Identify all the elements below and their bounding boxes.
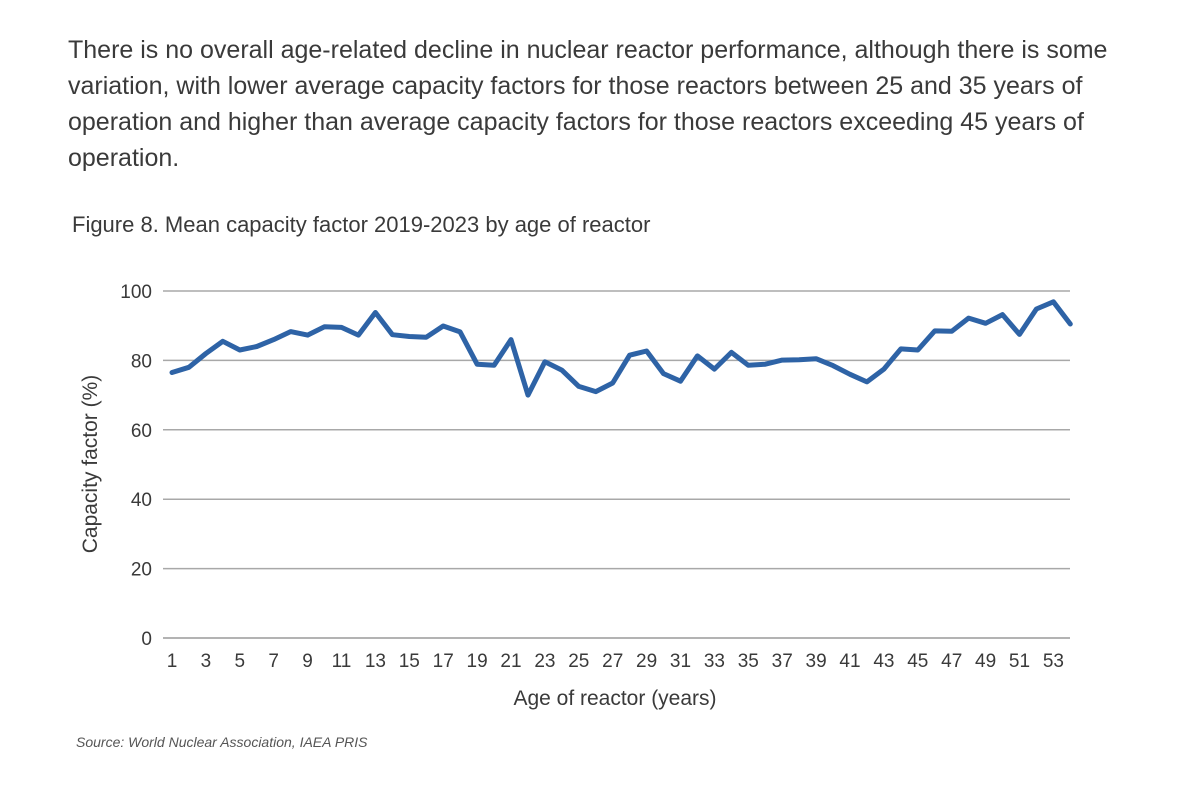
x-tick-label: 35: [738, 651, 759, 672]
series-layer: [169, 299, 1073, 398]
x-tick-label: 41: [839, 651, 860, 672]
x-tick-label: 49: [975, 651, 996, 672]
x-tick-label: 5: [235, 651, 246, 672]
y-tick-label: 0: [141, 629, 152, 650]
x-tick-label: 3: [201, 651, 212, 672]
y-tick-label: 80: [131, 351, 152, 372]
x-tick-label: 53: [1043, 651, 1064, 672]
x-tick-label: 43: [873, 651, 894, 672]
x-tick-label: 23: [534, 651, 555, 672]
figure-title: Figure 8. Mean capacity factor 2019-2023…: [72, 212, 651, 237]
intro-paragraph: There is no overall age-related decline …: [68, 36, 1108, 172]
x-tick-label: 27: [602, 651, 623, 672]
x-tick-label: 47: [941, 651, 962, 672]
x-tick-label: 33: [704, 651, 725, 672]
x-tick-label: 37: [772, 651, 793, 672]
x-tick-label: 13: [365, 651, 386, 672]
x-tick-label: 29: [636, 651, 657, 672]
x-tick-label: 11: [332, 651, 352, 672]
y-tick-label: 60: [131, 421, 152, 442]
x-tick-label: 21: [500, 651, 521, 672]
series-line: [169, 299, 1073, 398]
x-tick-label: 7: [268, 651, 279, 672]
x-tick-label: 45: [907, 651, 928, 672]
y-tick-label: 20: [131, 560, 152, 581]
y-tick-label: 100: [120, 282, 152, 303]
source-note: Source: World Nuclear Association, IAEA …: [76, 734, 368, 750]
y-axis-ticks: 0 20 40 60 80 100: [120, 282, 152, 650]
x-tick-label: 17: [433, 651, 454, 672]
x-tick-label: 1: [167, 651, 178, 672]
gridlines: [163, 290, 1070, 639]
x-tick-label: 25: [568, 651, 589, 672]
x-tick-label: 9: [302, 651, 313, 672]
y-axis-title: Capacity factor (%): [79, 375, 102, 554]
x-tick-label: 51: [1009, 651, 1030, 672]
x-axis-title: Age of reactor (years): [513, 687, 716, 710]
x-tick-label: 31: [670, 651, 691, 672]
x-axis-ticks: 1 3 5 7 9 11 13 15 17 19 21 23 25 27 29 31 33 35 37 39 41 43 4…: [167, 651, 1064, 672]
y-tick-label: 40: [131, 490, 152, 511]
x-tick-label: 39: [806, 651, 827, 672]
x-tick-label: 15: [399, 651, 420, 672]
x-tick-label: 19: [467, 651, 488, 672]
